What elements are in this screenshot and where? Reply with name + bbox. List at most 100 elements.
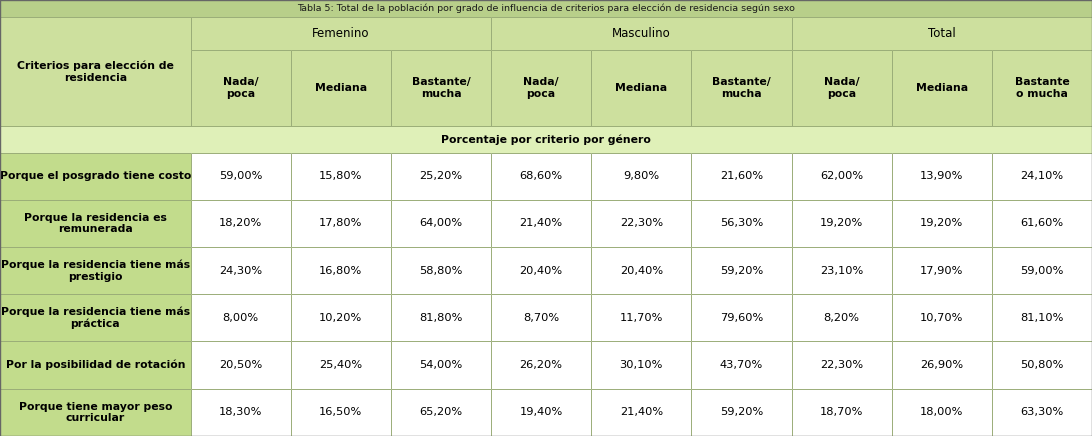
- Text: Tabla 5: Total de la población por grado de influencia de criterios para elecció: Tabla 5: Total de la población por grado…: [297, 4, 795, 14]
- Bar: [290, 389, 391, 436]
- Bar: [290, 50, 391, 126]
- Bar: [591, 247, 691, 294]
- Text: 8,00%: 8,00%: [223, 313, 259, 323]
- Text: 50,80%: 50,80%: [1020, 360, 1064, 370]
- Bar: [290, 153, 391, 200]
- Text: 81,10%: 81,10%: [1020, 313, 1064, 323]
- Bar: [691, 247, 792, 294]
- Text: Porque la residencia es
remunerada: Porque la residencia es remunerada: [24, 213, 167, 234]
- Text: 8,20%: 8,20%: [823, 313, 859, 323]
- Text: Porque la residencia tiene más
práctica: Porque la residencia tiene más práctica: [1, 307, 190, 329]
- Bar: [591, 341, 691, 389]
- Bar: [290, 341, 391, 389]
- Bar: [190, 294, 290, 341]
- Bar: [190, 294, 290, 341]
- Bar: [992, 389, 1092, 436]
- Text: 26,90%: 26,90%: [921, 360, 963, 370]
- Bar: [792, 247, 892, 294]
- Bar: [391, 200, 491, 247]
- Text: 79,60%: 79,60%: [720, 313, 763, 323]
- Text: 20,50%: 20,50%: [219, 360, 262, 370]
- Text: Bastante/
mucha: Bastante/ mucha: [412, 78, 471, 99]
- Bar: [992, 200, 1092, 247]
- Bar: [591, 50, 691, 126]
- Text: Mediana: Mediana: [615, 83, 667, 93]
- Bar: [0, 17, 190, 126]
- Text: 56,30%: 56,30%: [720, 218, 763, 228]
- Text: 17,80%: 17,80%: [319, 218, 363, 228]
- Text: Por la posibilidad de rotación: Por la posibilidad de rotación: [5, 360, 185, 370]
- Bar: [591, 50, 691, 126]
- Bar: [992, 294, 1092, 341]
- Bar: [992, 341, 1092, 389]
- Bar: [391, 294, 491, 341]
- Bar: [892, 50, 992, 126]
- Bar: [0, 153, 190, 200]
- Text: Bastante
o mucha: Bastante o mucha: [1014, 78, 1069, 99]
- Text: Porque tiene mayor peso
curricular: Porque tiene mayor peso curricular: [19, 402, 173, 423]
- Bar: [691, 341, 792, 389]
- Bar: [591, 247, 691, 294]
- Bar: [491, 200, 591, 247]
- Bar: [290, 50, 391, 126]
- Bar: [992, 200, 1092, 247]
- Bar: [0, 294, 190, 341]
- Bar: [0, 17, 190, 126]
- Text: 24,10%: 24,10%: [1020, 171, 1064, 181]
- Text: 16,50%: 16,50%: [319, 407, 363, 417]
- Bar: [691, 153, 792, 200]
- Text: Masculino: Masculino: [612, 27, 670, 40]
- Text: 21,40%: 21,40%: [620, 407, 663, 417]
- Text: 11,70%: 11,70%: [619, 313, 663, 323]
- Bar: [691, 200, 792, 247]
- Text: Porque la residencia tiene más
prestigio: Porque la residencia tiene más prestigio: [1, 259, 190, 282]
- Bar: [892, 389, 992, 436]
- Bar: [892, 247, 992, 294]
- Text: 15,80%: 15,80%: [319, 171, 363, 181]
- Text: 59,00%: 59,00%: [219, 171, 262, 181]
- Text: 68,60%: 68,60%: [520, 171, 562, 181]
- Bar: [491, 247, 591, 294]
- Text: Nada/
poca: Nada/ poca: [223, 78, 259, 99]
- Bar: [290, 200, 391, 247]
- Bar: [0, 126, 1092, 153]
- Bar: [391, 341, 491, 389]
- Bar: [491, 50, 591, 126]
- Text: Mediana: Mediana: [314, 83, 367, 93]
- Bar: [792, 200, 892, 247]
- Bar: [0, 247, 190, 294]
- Bar: [591, 294, 691, 341]
- Bar: [892, 153, 992, 200]
- Text: Criterios para elección de
residencia: Criterios para elección de residencia: [16, 61, 174, 83]
- Text: 19,20%: 19,20%: [921, 218, 963, 228]
- Bar: [591, 294, 691, 341]
- Text: 18,30%: 18,30%: [219, 407, 262, 417]
- Bar: [792, 294, 892, 341]
- Bar: [391, 200, 491, 247]
- Text: 19,40%: 19,40%: [520, 407, 562, 417]
- Text: 9,80%: 9,80%: [624, 171, 660, 181]
- Bar: [290, 200, 391, 247]
- Text: 19,20%: 19,20%: [820, 218, 863, 228]
- Bar: [190, 17, 491, 50]
- Bar: [892, 389, 992, 436]
- Bar: [691, 247, 792, 294]
- Bar: [591, 200, 691, 247]
- Text: Porcentaje por criterio por género: Porcentaje por criterio por género: [441, 134, 651, 145]
- Bar: [190, 200, 290, 247]
- Bar: [691, 50, 792, 126]
- Bar: [290, 341, 391, 389]
- Bar: [992, 247, 1092, 294]
- Bar: [591, 153, 691, 200]
- Text: 20,40%: 20,40%: [520, 266, 562, 276]
- Bar: [892, 341, 992, 389]
- Bar: [792, 389, 892, 436]
- Bar: [491, 200, 591, 247]
- Text: 24,30%: 24,30%: [219, 266, 262, 276]
- Bar: [792, 50, 892, 126]
- Bar: [491, 247, 591, 294]
- Bar: [0, 389, 190, 436]
- Bar: [0, 294, 190, 341]
- Text: 13,90%: 13,90%: [921, 171, 963, 181]
- Text: 62,00%: 62,00%: [820, 171, 863, 181]
